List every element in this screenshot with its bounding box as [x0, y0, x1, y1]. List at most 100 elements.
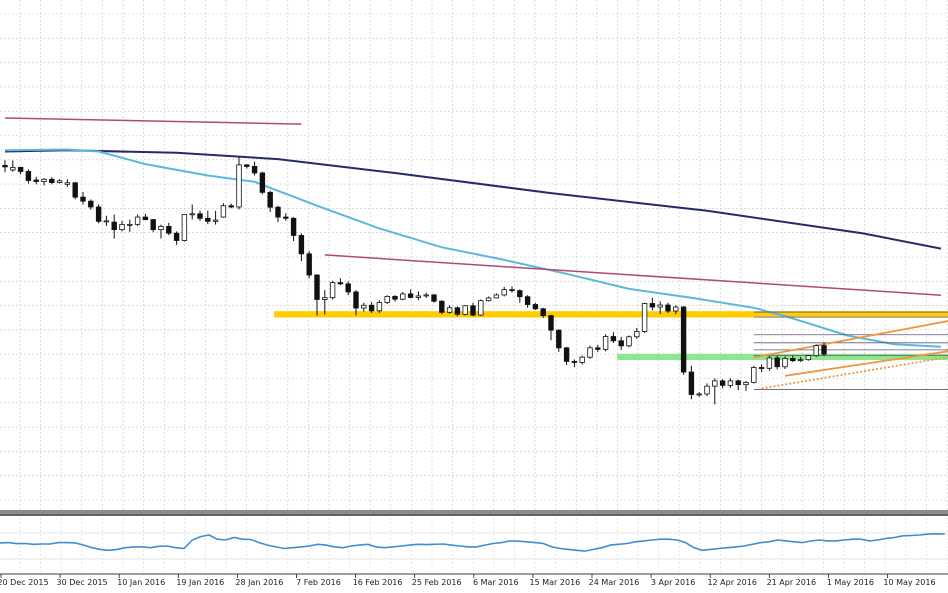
candle — [571, 359, 578, 368]
candle-body-down — [88, 200, 94, 208]
candle-body-up — [322, 297, 328, 300]
candle-body-down — [80, 196, 86, 202]
candle-body-up — [103, 220, 110, 223]
candle-body-up — [657, 304, 663, 308]
candle — [337, 278, 344, 286]
candle-body-down — [821, 345, 827, 355]
candle-body-down — [571, 361, 578, 363]
candle — [415, 291, 422, 301]
candle-body-down — [197, 213, 203, 219]
x-tick-label: 19 Jan 2016 — [176, 578, 224, 587]
candle — [228, 203, 234, 209]
candle — [470, 302, 476, 317]
candle-body-up — [10, 167, 16, 171]
candle-body-down — [540, 308, 546, 316]
candle-body-up — [602, 336, 609, 350]
candle — [649, 297, 656, 311]
candle-body-up — [212, 219, 219, 222]
candle — [501, 286, 507, 297]
candle — [735, 379, 741, 391]
candle — [111, 214, 117, 239]
candle — [688, 365, 695, 400]
candle-body-up — [727, 380, 734, 386]
candle-body-down — [735, 380, 741, 386]
candle — [751, 365, 757, 384]
candle — [267, 190, 273, 213]
candle — [758, 364, 765, 373]
candle — [579, 355, 585, 365]
x-tick-label: 7 Feb 2016 — [296, 578, 341, 587]
candle-body-down — [368, 304, 375, 312]
candle — [400, 291, 406, 301]
candle — [322, 290, 328, 315]
candle-body-down — [244, 164, 250, 167]
candle — [774, 355, 780, 370]
candle-body-down — [251, 166, 258, 174]
candle-body-up — [641, 303, 648, 332]
candle — [88, 199, 94, 210]
candle — [329, 280, 336, 300]
candle-body-up — [501, 289, 507, 296]
candle-body-down — [517, 290, 523, 298]
panel-separator-bar — [0, 510, 948, 516]
candle-body-up — [64, 182, 71, 185]
candle-body-down — [532, 304, 539, 310]
candle-body-up — [712, 380, 718, 387]
oscillator-line — [0, 532, 945, 552]
candle — [25, 169, 32, 184]
candle — [33, 176, 39, 185]
candle-body-down — [173, 232, 180, 241]
candle-body-up — [485, 297, 492, 302]
x-tick-label: 12 Apr 2016 — [707, 578, 756, 587]
candle-body-down — [649, 303, 656, 308]
candle — [173, 231, 180, 245]
x-tick-label: 21 Apr 2016 — [767, 578, 816, 587]
candle-body-up — [805, 355, 812, 361]
candle — [49, 177, 55, 185]
candle-body-down — [758, 367, 765, 369]
candle — [345, 281, 351, 296]
x-tick-label: 1 May 2016 — [827, 578, 874, 587]
candle — [127, 219, 133, 232]
candle — [813, 344, 819, 357]
candle — [704, 383, 710, 396]
candle-body-up — [673, 306, 679, 312]
overlay-line-1 — [4, 149, 942, 250]
overlay-line-3 — [4, 117, 302, 125]
candle-body-down — [17, 167, 24, 172]
candle-body-down — [259, 172, 266, 193]
candle-body-down — [595, 347, 601, 350]
candle-body-down — [298, 235, 305, 255]
candle — [384, 295, 390, 304]
candle — [556, 329, 562, 352]
candle-body-up — [446, 307, 453, 313]
candle — [2, 160, 8, 173]
candle — [696, 392, 702, 397]
candle — [478, 299, 484, 316]
candle-body-down — [407, 293, 414, 298]
candle-body-down — [431, 294, 437, 302]
candle — [283, 213, 289, 221]
candle-body-down — [228, 205, 234, 208]
candle — [392, 295, 398, 302]
candle — [158, 224, 164, 239]
candle-body-up — [134, 216, 141, 225]
candle — [821, 343, 827, 357]
candle-body-down — [337, 282, 344, 285]
candle-body-up — [384, 296, 390, 303]
support-zone-2 — [617, 353, 948, 361]
candle-body-down — [680, 306, 687, 373]
candle — [446, 305, 453, 314]
candle-body-up — [329, 282, 336, 299]
candle — [259, 171, 266, 195]
candle-body-up — [41, 178, 47, 182]
oscillator-panel — [0, 532, 948, 560]
candle — [719, 379, 726, 389]
candle-body-down — [205, 217, 211, 222]
candle-body-up — [423, 294, 429, 297]
candle — [368, 301, 375, 313]
candle-body-down — [509, 289, 515, 292]
x-tick-label: 24 Mar 2016 — [589, 578, 640, 587]
candle — [509, 286, 515, 293]
